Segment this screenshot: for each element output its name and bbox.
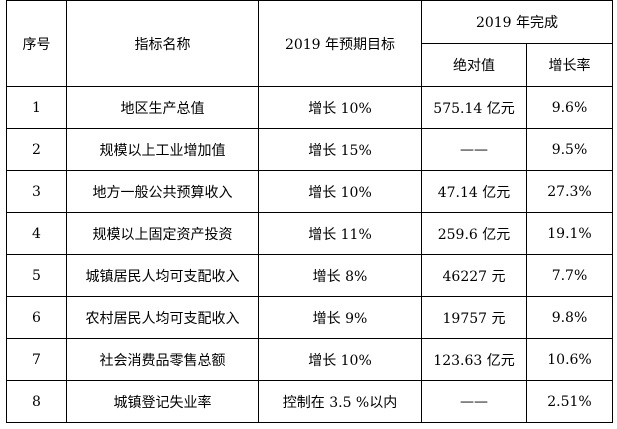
header-growth-rate: 增长率 xyxy=(526,43,613,87)
cell-growth-rate: 10.6% xyxy=(526,338,613,381)
table-row: 2 规模以上工业增加值 增长 15% —— 9.5% xyxy=(6,128,613,171)
cell-seq: 3 xyxy=(6,170,67,213)
cell-seq: 2 xyxy=(6,128,67,171)
cell-seq: 1 xyxy=(6,86,67,129)
cell-target: 控制在 3.5 %以内 xyxy=(258,380,422,423)
cell-absolute-value: 123.63 亿元 xyxy=(421,338,527,381)
table-row: 3 地方一般公共预算收入 增长 10% 47.14 亿元 27.3% xyxy=(6,170,613,213)
cell-indicator-name: 城镇登记失业率 xyxy=(66,380,259,423)
cell-absolute-value: 259.6 亿元 xyxy=(421,212,527,255)
table-row: 1 地区生产总值 增长 10% 575.14 亿元 9.6% xyxy=(6,86,613,129)
cell-growth-rate: 9.6% xyxy=(526,86,613,129)
cell-target: 增长 10% xyxy=(258,86,422,129)
cell-growth-rate: 19.1% xyxy=(526,212,613,255)
header-seq: 序号 xyxy=(6,0,67,87)
cell-growth-rate: 9.5% xyxy=(526,128,613,171)
cell-seq: 6 xyxy=(6,296,67,339)
header-absolute-value: 绝对值 xyxy=(421,43,527,87)
cell-growth-rate: 9.8% xyxy=(526,296,613,339)
cell-target: 增长 9% xyxy=(258,296,422,339)
cell-target: 增长 11% xyxy=(258,212,422,255)
cell-indicator-name: 社会消费品零售总额 xyxy=(66,338,259,381)
header-indicator-name: 指标名称 xyxy=(66,0,259,87)
cell-indicator-name: 农村居民人均可支配收入 xyxy=(66,296,259,339)
cell-absolute-value: —— xyxy=(421,128,527,171)
cell-seq: 4 xyxy=(6,212,67,255)
header-target-2019: 2019 年预期目标 xyxy=(258,0,422,87)
cell-indicator-name: 规模以上固定资产投资 xyxy=(66,212,259,255)
table-row: 7 社会消费品零售总额 增长 10% 123.63 亿元 10.6% xyxy=(6,338,613,381)
table-row: 8 城镇登记失业率 控制在 3.5 %以内 —— 2.51% xyxy=(6,380,613,423)
cell-indicator-name: 地区生产总值 xyxy=(66,86,259,129)
cell-target: 增长 15% xyxy=(258,128,422,171)
cell-indicator-name: 规模以上工业增加值 xyxy=(66,128,259,171)
cell-target: 增长 10% xyxy=(258,338,422,381)
indicators-table: 序号 指标名称 2019 年预期目标 2019 年完成 绝对值 增长率 1 地区生… xyxy=(6,0,613,423)
cell-growth-rate: 27.3% xyxy=(526,170,613,213)
cell-absolute-value: 47.14 亿元 xyxy=(421,170,527,213)
cell-absolute-value: 575.14 亿元 xyxy=(421,86,527,129)
table-body: 1 地区生产总值 增长 10% 575.14 亿元 9.6% 2 规模以上工业增加值 增长 1… xyxy=(6,86,613,423)
cell-seq: 7 xyxy=(6,338,67,381)
cell-indicator-name: 城镇居民人均可支配收入 xyxy=(66,254,259,297)
cell-growth-rate: 2.51% xyxy=(526,380,613,423)
cell-absolute-value: 19757 元 xyxy=(421,296,527,339)
table-row: 5 城镇居民人均可支配收入 增长 8% 46227 元 7.7% xyxy=(6,254,613,297)
cell-growth-rate: 7.7% xyxy=(526,254,613,297)
cell-target: 增长 8% xyxy=(258,254,422,297)
table-subheader-row: 绝对值 增长率 xyxy=(7,43,613,87)
cell-absolute-value: 46227 元 xyxy=(421,254,527,297)
cell-target: 增长 10% xyxy=(258,170,422,213)
table-row: 6 农村居民人均可支配收入 增长 9% 19757 元 9.8% xyxy=(6,296,613,339)
cell-seq: 8 xyxy=(6,380,67,423)
cell-seq: 5 xyxy=(6,254,67,297)
table-row: 4 规模以上固定资产投资 增长 11% 259.6 亿元 19.1% xyxy=(6,212,613,255)
cell-absolute-value: —— xyxy=(421,380,527,423)
table-header-row: 序号 指标名称 2019 年预期目标 2019 年完成 xyxy=(6,0,613,87)
header-completion-2019: 2019 年完成 xyxy=(421,0,613,44)
cell-indicator-name: 地方一般公共预算收入 xyxy=(66,170,259,213)
